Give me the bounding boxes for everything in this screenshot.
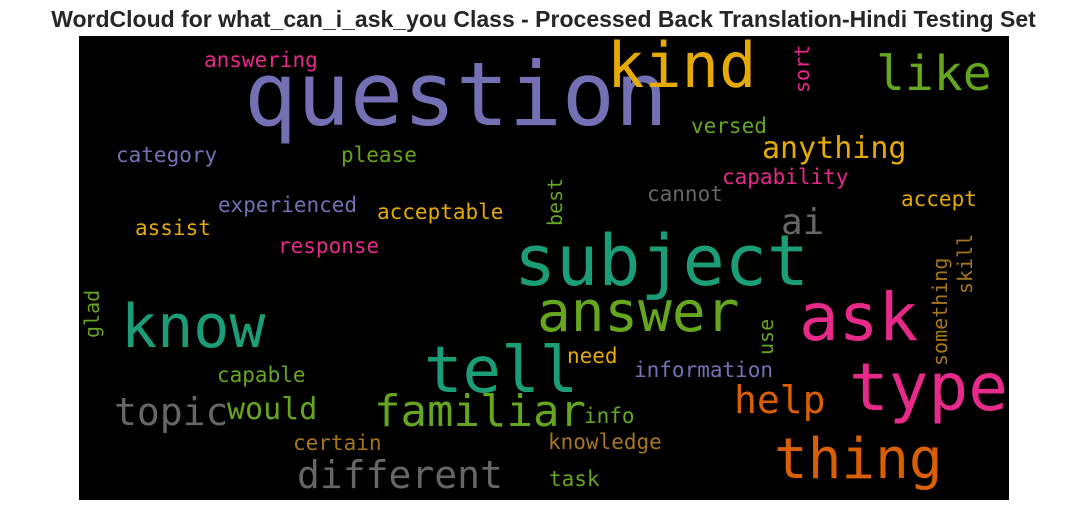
word-knowledge: knowledge: [548, 430, 662, 454]
word-capability: capability: [722, 165, 848, 189]
word-know: know: [121, 292, 266, 362]
word-experienced: experienced: [218, 193, 357, 217]
word-ask: ask: [799, 279, 918, 356]
word-ai: ai: [781, 202, 824, 243]
word-something: something: [928, 258, 952, 366]
word-question: question: [244, 43, 668, 146]
word-topic: topic: [114, 390, 228, 434]
word-different: different: [297, 453, 503, 497]
word-assist: assist: [135, 216, 211, 240]
word-kind: kind: [607, 36, 756, 102]
word-use: use: [754, 319, 778, 355]
word-like: like: [876, 46, 992, 102]
word-tell: tell: [424, 334, 578, 408]
word-help: help: [734, 378, 826, 422]
chart-title: WordCloud for what_can_i_ask_you Class -…: [51, 6, 1036, 32]
word-subject: subject: [514, 220, 809, 302]
word-best: best: [543, 178, 567, 226]
word-anything: anything: [762, 131, 907, 166]
word-information: information: [634, 358, 773, 382]
word-familiar: familiar: [374, 386, 586, 437]
word-please: please: [341, 143, 417, 167]
word-skill: skill: [953, 234, 977, 294]
wordcloud-background: [79, 36, 1009, 500]
word-glad: glad: [80, 290, 104, 338]
word-answer: answer: [537, 280, 739, 345]
word-capable: capable: [217, 363, 306, 387]
word-cannot: cannot: [647, 182, 723, 206]
word-info: info: [584, 404, 635, 428]
word-certain: certain: [293, 431, 382, 455]
word-sort: sort: [790, 45, 814, 93]
word-category: category: [116, 143, 217, 167]
word-would: would: [227, 392, 317, 427]
word-type: type: [849, 349, 1008, 426]
word-task: task: [549, 467, 600, 491]
word-answering: answering: [204, 48, 318, 72]
word-response: response: [278, 234, 379, 258]
word-need: need: [567, 344, 618, 368]
word-thing: thing: [774, 427, 943, 492]
word-accept: accept: [901, 187, 977, 211]
word-acceptable: acceptable: [377, 200, 503, 224]
word-versed: versed: [691, 114, 767, 138]
